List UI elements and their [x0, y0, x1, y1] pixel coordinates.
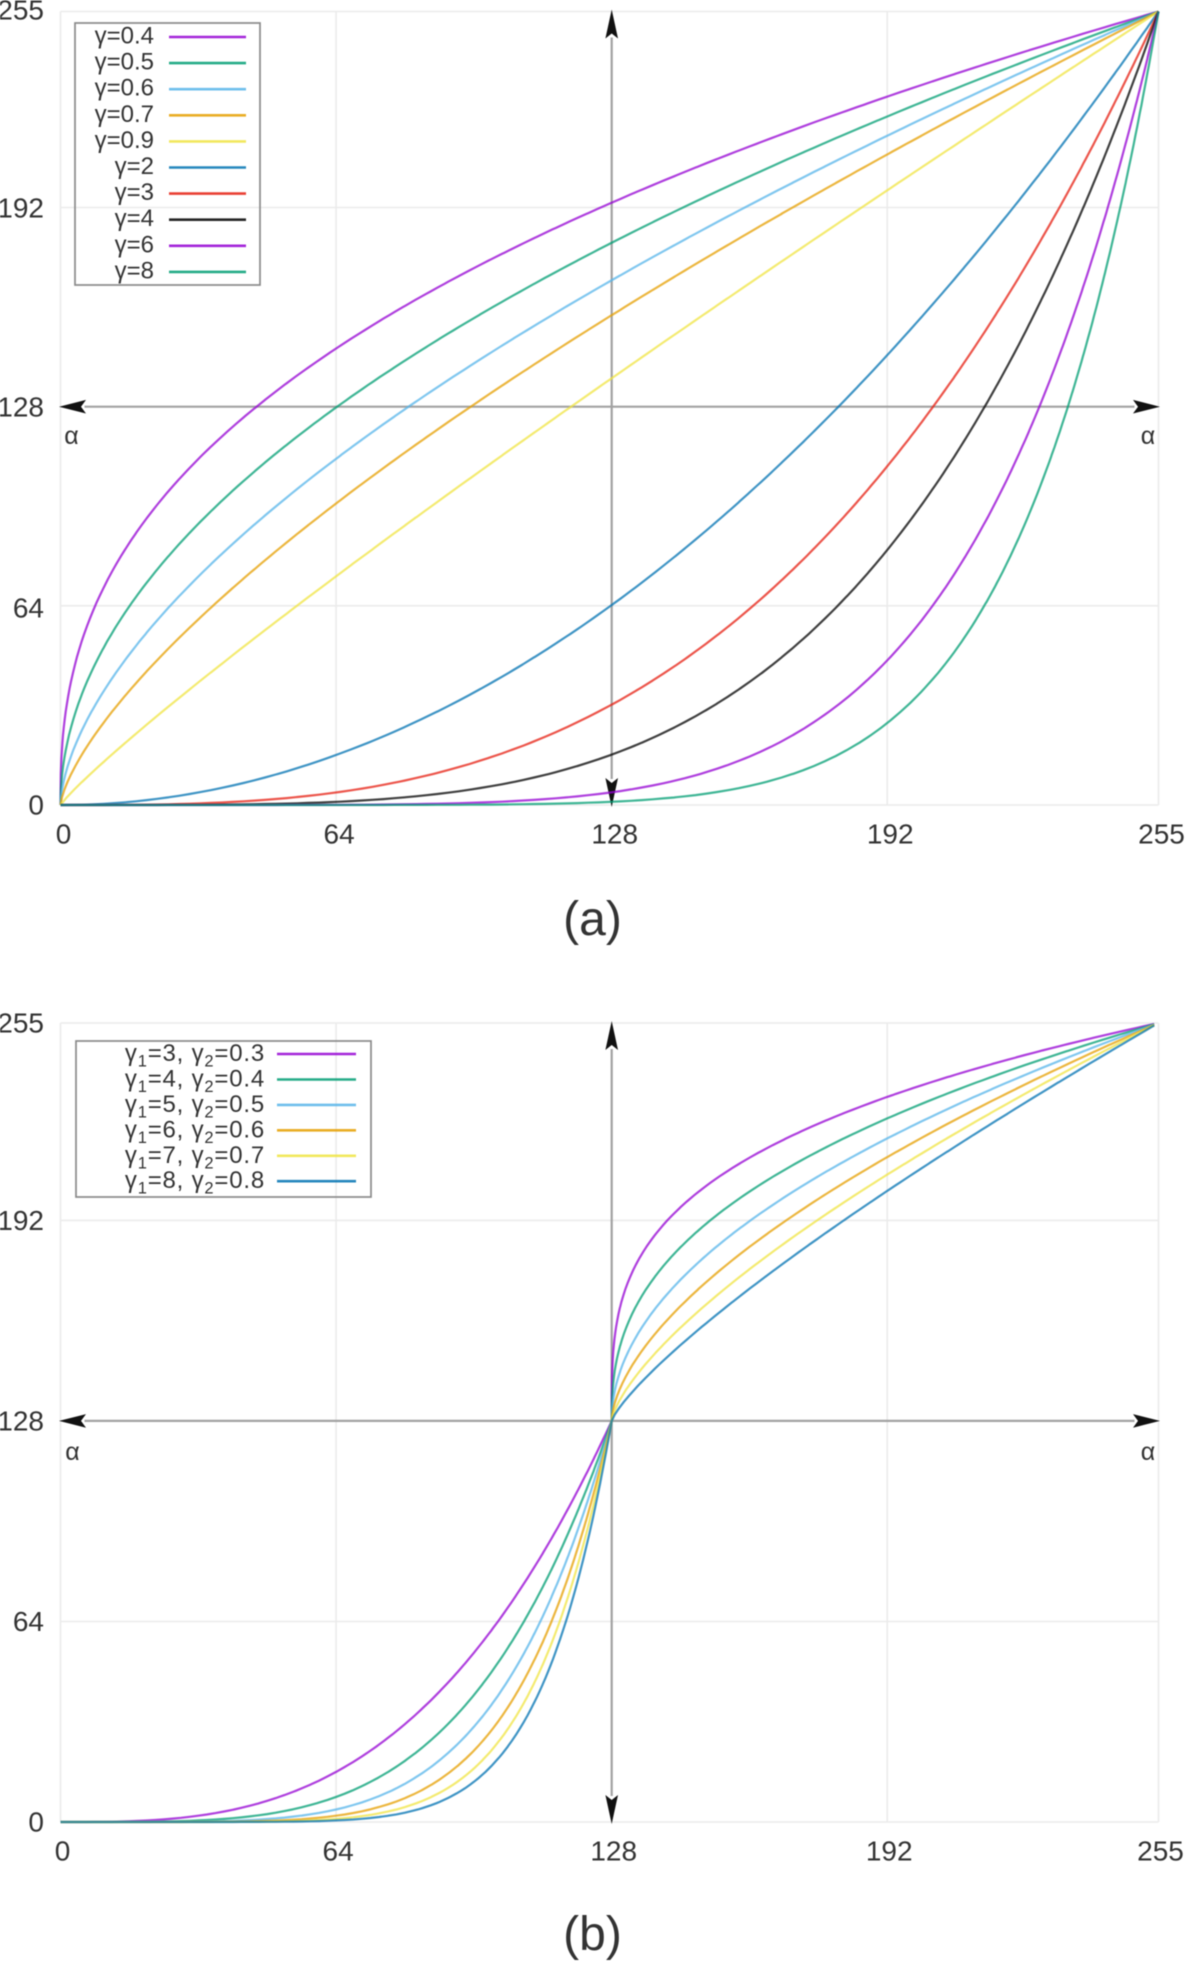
svg-text:192: 192 [0, 1205, 44, 1236]
svg-text:64: 64 [324, 819, 355, 850]
svg-text:γ=0.5: γ=0.5 [95, 49, 154, 76]
svg-text:γ=0.6: γ=0.6 [95, 75, 154, 102]
svg-text:(b): (b) [563, 1908, 622, 1961]
svg-text:255: 255 [1138, 819, 1185, 850]
svg-text:α: α [1141, 422, 1155, 450]
svg-text:γ=0.9: γ=0.9 [95, 127, 154, 154]
svg-text:γ1=3, γ2=0.3: γ1=3, γ2=0.3 [125, 1040, 265, 1071]
svg-text:γ1=7, γ2=0.7: γ1=7, γ2=0.7 [125, 1142, 265, 1173]
svg-text:0: 0 [28, 790, 44, 821]
svg-text:0: 0 [28, 1807, 44, 1838]
svg-text:128: 128 [0, 1405, 44, 1436]
svg-text:γ1=4, γ2=0.4: γ1=4, γ2=0.4 [125, 1066, 265, 1097]
svg-text:192: 192 [0, 193, 44, 224]
svg-text:γ1=6, γ2=0.6: γ1=6, γ2=0.6 [125, 1116, 265, 1147]
svg-text:0: 0 [56, 819, 72, 850]
svg-text:α: α [1141, 1438, 1155, 1466]
svg-text:α: α [64, 422, 78, 450]
svg-text:128: 128 [590, 1836, 637, 1867]
svg-text:γ=2: γ=2 [115, 153, 154, 180]
svg-text:γ1=8, γ2=0.8: γ1=8, γ2=0.8 [125, 1167, 265, 1198]
svg-text:γ1=5, γ2=0.5: γ1=5, γ2=0.5 [125, 1091, 265, 1122]
svg-text:192: 192 [866, 1836, 913, 1867]
svg-text:255: 255 [0, 1008, 44, 1039]
svg-text:192: 192 [867, 819, 914, 850]
svg-text:64: 64 [13, 593, 44, 624]
svg-text:α: α [65, 1438, 79, 1466]
svg-text:128: 128 [0, 392, 44, 423]
svg-text:γ=0.4: γ=0.4 [95, 23, 154, 50]
svg-text:255: 255 [0, 0, 44, 26]
svg-text:γ=3: γ=3 [115, 179, 154, 206]
svg-text:γ=4: γ=4 [115, 205, 154, 232]
svg-text:γ=6: γ=6 [115, 231, 154, 258]
svg-text:128: 128 [591, 819, 638, 850]
svg-text:γ=8: γ=8 [115, 257, 154, 284]
svg-text:64: 64 [13, 1606, 44, 1637]
svg-text:64: 64 [323, 1836, 354, 1867]
svg-text:255: 255 [1137, 1836, 1184, 1867]
svg-text:γ=0.7: γ=0.7 [95, 101, 154, 128]
svg-text:(a): (a) [563, 893, 622, 946]
svg-text:0: 0 [55, 1836, 71, 1867]
